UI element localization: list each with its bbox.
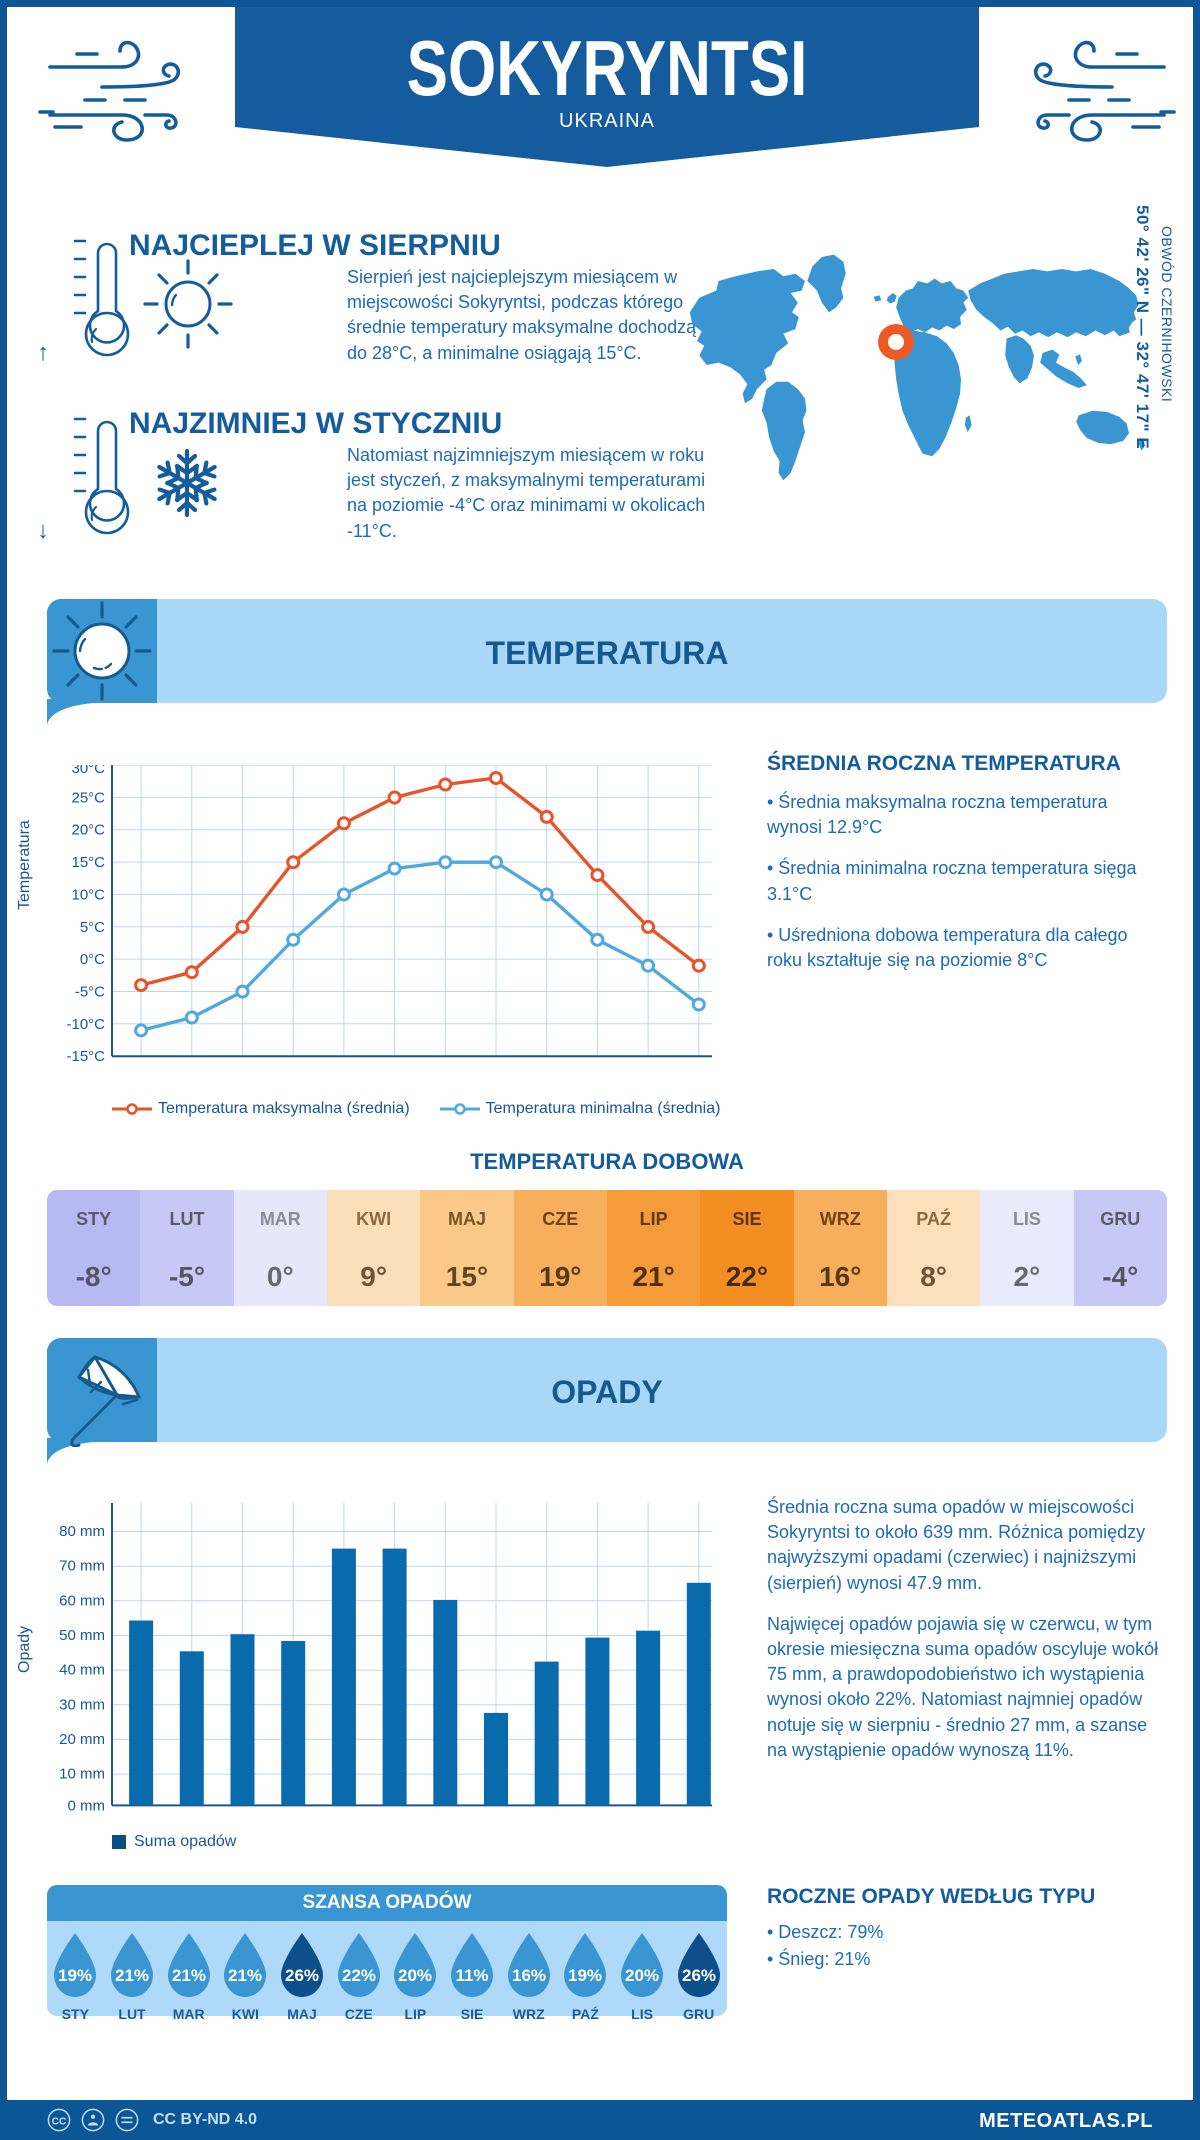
svg-text:11%: 11%: [455, 1966, 488, 1985]
svg-text:25°C: 25°C: [71, 789, 105, 806]
svg-text:Sty: Sty: [130, 1064, 153, 1065]
svg-text:20 mm: 20 mm: [59, 1731, 105, 1748]
svg-text:Maj: Maj: [331, 1064, 357, 1065]
svg-text:10 mm: 10 mm: [59, 1766, 105, 1783]
svg-text:-15°C: -15°C: [66, 1048, 105, 1065]
svg-text:19%: 19%: [568, 1966, 602, 1985]
svg-text:30°C: 30°C: [71, 765, 105, 777]
svg-text:26%: 26%: [285, 1966, 319, 1985]
svg-text:60 mm: 60 mm: [59, 1592, 105, 1609]
svg-text:70 mm: 70 mm: [59, 1558, 105, 1575]
svg-text:20°C: 20°C: [71, 822, 105, 839]
svg-text:40 mm: 40 mm: [59, 1662, 105, 1679]
svg-text:10°C: 10°C: [71, 886, 105, 903]
svg-text:5°C: 5°C: [80, 919, 105, 936]
svg-text:30 mm: 30 mm: [59, 1696, 105, 1713]
svg-text:Sie: Sie: [484, 1064, 507, 1065]
svg-text:50 mm: 50 mm: [59, 1627, 105, 1644]
svg-text:21%: 21%: [228, 1966, 262, 1985]
svg-text:20%: 20%: [625, 1966, 659, 1985]
svg-text:Paź: Paź: [584, 1064, 612, 1065]
svg-text:-10°C: -10°C: [66, 1016, 105, 1033]
svg-text:Gru: Gru: [685, 1064, 712, 1065]
svg-text:16%: 16%: [512, 1966, 546, 1985]
svg-text:Temperatura: Temperatura: [16, 820, 33, 910]
svg-text:Lut: Lut: [181, 1064, 204, 1065]
svg-text:Cze: Cze: [380, 1064, 409, 1065]
svg-text:20%: 20%: [398, 1966, 432, 1985]
svg-text:0°C: 0°C: [80, 951, 105, 968]
svg-text:Wrz: Wrz: [533, 1064, 561, 1065]
svg-text:80 mm: 80 mm: [59, 1523, 105, 1540]
svg-text:CC: CC: [52, 2117, 67, 2128]
svg-text:Mar: Mar: [229, 1064, 257, 1065]
svg-text:15°C: 15°C: [71, 854, 105, 871]
svg-text:19%: 19%: [58, 1966, 92, 1985]
svg-text:26%: 26%: [682, 1966, 716, 1985]
svg-text:21%: 21%: [115, 1966, 149, 1985]
svg-text:Lip: Lip: [435, 1064, 456, 1065]
svg-text:Opady: Opady: [16, 1626, 33, 1673]
svg-text:22%: 22%: [342, 1966, 376, 1985]
svg-text:Kwi: Kwi: [280, 1064, 306, 1065]
svg-text:-5°C: -5°C: [75, 984, 105, 1001]
svg-text:0 mm: 0 mm: [68, 1797, 106, 1813]
svg-text:21%: 21%: [172, 1966, 206, 1985]
svg-text:Lis: Lis: [638, 1064, 658, 1065]
